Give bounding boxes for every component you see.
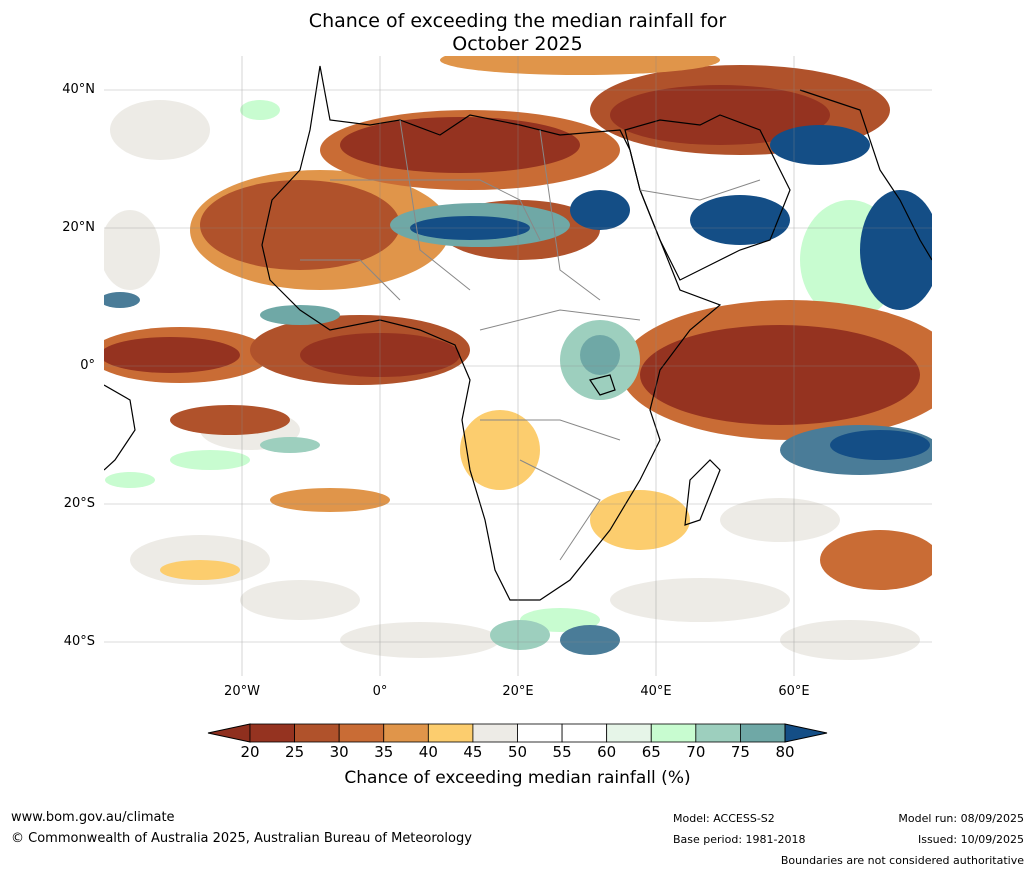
gridlines <box>104 56 932 676</box>
disclaimer-text: Boundaries are not considered authoritat… <box>780 854 1024 867</box>
map-title-line2: October 2025 <box>452 33 583 55</box>
colorbar-tick-label: 25 <box>285 743 305 761</box>
colorbar-tick-label: 70 <box>686 743 706 761</box>
website-link[interactable]: www.bom.gov.au/climate <box>11 810 175 825</box>
colorbar-tick-label: 60 <box>597 743 617 761</box>
colorbar-under-arrow <box>207 723 251 743</box>
lon-label-40e: 40°E <box>640 684 672 699</box>
colorbar-segment <box>517 723 563 743</box>
lon-label-0: 0° <box>372 684 388 699</box>
base-period-text: Base period: 1981-2018 <box>673 833 806 846</box>
map-area <box>104 56 932 676</box>
lon-label-60e: 60°E <box>778 684 810 699</box>
colorbar-segment <box>338 723 385 743</box>
colorbar-segment <box>472 723 518 743</box>
colorbar-title: Chance of exceeding median rainfall (%) <box>344 768 691 788</box>
lat-label-40s: 40°S <box>63 634 95 649</box>
colorbar-segment <box>650 723 697 743</box>
colorbar-tick-label: 40 <box>418 743 438 761</box>
colorbar-segment <box>249 723 295 743</box>
model-run-text: Model run: 08/09/2025 <box>898 812 1024 825</box>
issued-text: Issued: 10/09/2025 <box>917 833 1024 846</box>
colorbar-tick-label: 50 <box>507 743 528 761</box>
colorbar-tick-label: 80 <box>775 743 795 761</box>
country-borders <box>300 119 761 561</box>
colorbar-segment <box>606 723 652 743</box>
lat-label-40n: 40°N <box>62 82 95 97</box>
coastlines <box>104 65 932 601</box>
lat-label-20s: 20°S <box>63 496 95 511</box>
colorbar-segment <box>695 723 741 743</box>
lon-label-20w: 20°W <box>224 684 260 699</box>
colorbar-tick-label: 75 <box>730 743 750 761</box>
copyright-text: © Commonwealth of Australia 2025, Austra… <box>11 831 472 846</box>
colorbar-tick-label: 30 <box>329 743 349 761</box>
colorbar-tick-label: 45 <box>463 743 483 761</box>
colorbar-over-arrow <box>784 723 828 743</box>
colorbar-segment <box>740 723 786 743</box>
model-text: Model: ACCESS-S2 <box>673 812 775 825</box>
colorbar-segment <box>427 723 474 743</box>
colorbar-segment <box>294 723 340 743</box>
colorbar-tick-label: 55 <box>552 743 572 761</box>
wet-regions <box>104 125 932 655</box>
colorbar <box>207 723 828 743</box>
colorbar-tick-label: 20 <box>240 743 260 761</box>
colorbar-segment <box>383 723 429 743</box>
colorbar-tick-label: 65 <box>641 743 661 761</box>
lon-label-20e: 20°E <box>502 684 534 699</box>
colorbar-tick-label: 35 <box>374 743 394 761</box>
lat-label-equator: 0° <box>80 358 95 373</box>
map-title-line1: Chance of exceeding the median rainfall … <box>308 10 727 32</box>
colorbar-segment <box>561 723 608 743</box>
lat-label-20n: 20°N <box>62 220 95 235</box>
